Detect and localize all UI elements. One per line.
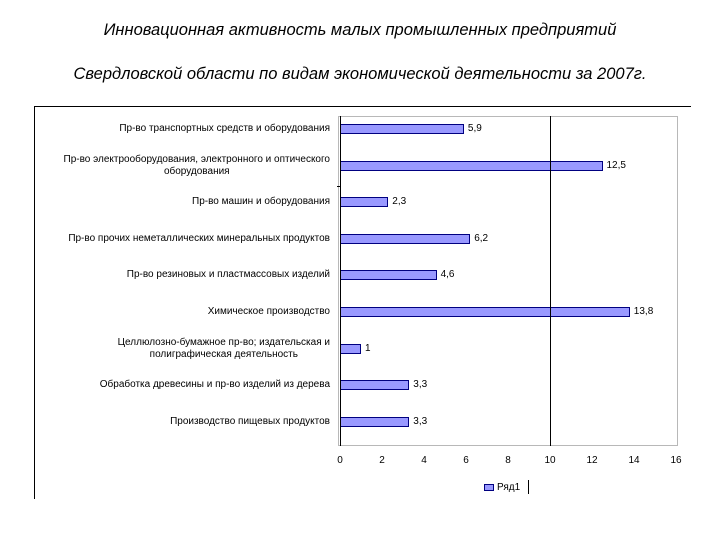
bar xyxy=(340,307,630,317)
category-label-line: Целлюлозно-бумажное пр-во; издательская … xyxy=(117,336,330,348)
category-label: Пр-во транспортных средств и оборудовани… xyxy=(119,123,330,135)
category-label: Пр-во прочих неметаллических минеральных… xyxy=(68,233,330,245)
category-label: Пр-во машин и оборудования xyxy=(192,196,330,208)
category-label-line: Производство пищевых продуктов xyxy=(170,415,330,427)
category-label: Пр-во электрооборудования, электронного … xyxy=(64,154,330,178)
bar xyxy=(340,343,361,354)
x-tick-label: 8 xyxy=(505,455,511,466)
category-label-line: Пр-во электрооборудования, электронного … xyxy=(63,153,330,165)
category-label: Пр-во резиновых и пластмассовых изделий xyxy=(127,269,330,281)
x-tick-label: 2 xyxy=(379,455,385,466)
y-axis-line xyxy=(340,116,341,446)
data-label: 1 xyxy=(365,342,371,354)
category-label: Целлюлозно-бумажное пр-во; издательская … xyxy=(118,337,330,361)
x-tick-label: 0 xyxy=(337,455,343,466)
data-label: 12,5 xyxy=(606,159,626,171)
category-label-line: полиграфическая деятельность xyxy=(149,348,298,360)
category-label-line: оборудования xyxy=(163,165,230,177)
axis-stub xyxy=(337,186,341,187)
x-tick-label: 4 xyxy=(421,455,427,466)
legend-label: Ряд1 xyxy=(497,481,521,493)
legend-swatch xyxy=(484,483,494,491)
bar xyxy=(340,124,464,134)
data-label: 13,8 xyxy=(633,306,654,317)
x-tick-label: 6 xyxy=(463,455,469,466)
x-tick-label: 16 xyxy=(670,455,682,466)
category-label-line: Пр-во транспортных средств и оборудовани… xyxy=(119,123,330,134)
category-label: Производство пищевых продуктов xyxy=(170,416,330,428)
category-label-line: Пр-во прочих неметаллических минеральных… xyxy=(68,232,330,244)
data-label: 4,6 xyxy=(440,269,455,281)
category-label: Химическое производство xyxy=(208,306,330,318)
category-label: Обработка древесины и пр-во изделий из д… xyxy=(100,379,330,391)
chart-title-line-1: Инновационная активность малых промышлен… xyxy=(103,21,617,39)
plot-area xyxy=(338,116,678,446)
legend: Ряд1 xyxy=(484,480,530,494)
x-tick-label: 10 xyxy=(544,455,556,466)
x-tick-label: 12 xyxy=(586,455,598,466)
reference-line xyxy=(550,116,551,446)
chart-title-line-2: Свердловской области по видам экономичес… xyxy=(73,65,647,83)
category-label-line: Химическое производство xyxy=(207,306,330,317)
chart-frame xyxy=(34,106,691,499)
data-label: 5,9 xyxy=(467,123,482,134)
data-label: 2,3 xyxy=(392,196,407,208)
bar xyxy=(340,160,603,171)
bar xyxy=(340,380,410,391)
data-label: 6,2 xyxy=(474,232,489,244)
bar xyxy=(340,197,389,208)
bar xyxy=(340,233,471,244)
category-label-line: Обработка древесины и пр-во изделий из д… xyxy=(99,379,330,391)
x-tick-label: 14 xyxy=(628,455,640,466)
data-label: 3,3 xyxy=(413,415,428,427)
bar xyxy=(340,416,410,427)
category-label-line: Пр-во машин и оборудования xyxy=(192,196,330,208)
bar xyxy=(340,270,437,281)
category-label-line: Пр-во резиновых и пластмассовых изделий xyxy=(126,269,330,281)
data-label: 3,3 xyxy=(413,379,428,391)
